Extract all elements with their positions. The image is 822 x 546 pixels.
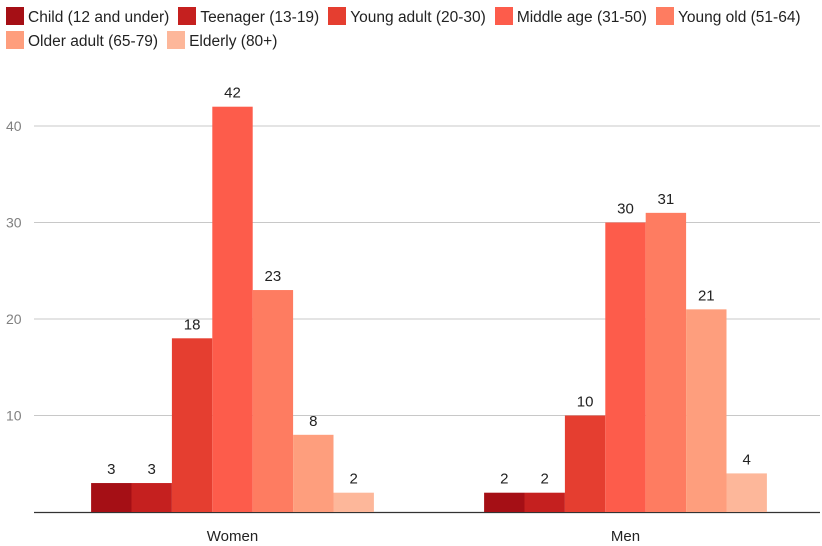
legend-item: Young adult (20-30): [328, 6, 486, 30]
legend-label: Middle age (31-50): [516, 9, 647, 26]
bar-value-label: 21: [698, 287, 715, 304]
bar-value-label: 42: [224, 85, 241, 102]
bar: [686, 309, 727, 512]
x-category-label: Men: [611, 528, 640, 545]
legend-swatch: [494, 7, 513, 25]
legend-label: Young old (51-64): [677, 9, 801, 26]
bar-value-label: 10: [577, 394, 594, 411]
legend-label: Older adult (65-79): [28, 33, 159, 50]
legend-swatch: [6, 31, 24, 49]
legend-swatch: [6, 7, 24, 25]
y-tick-label: 30: [6, 215, 22, 231]
x-category-label: Women: [207, 528, 258, 545]
y-tick-label: 10: [6, 408, 22, 424]
legend-label: Elderly (80+): [189, 33, 278, 50]
bar: [605, 222, 646, 512]
bar-value-label: 31: [658, 191, 675, 208]
bar-value-label: 8: [309, 413, 317, 430]
bar-value-label: 30: [617, 201, 634, 218]
bar: [645, 212, 687, 512]
bar-value-label: 4: [743, 451, 751, 468]
bar-value-label: 18: [184, 316, 201, 333]
legend-label: Child (12 and under): [28, 9, 170, 26]
bar-value-label: 2: [500, 471, 508, 488]
bar: [252, 290, 294, 512]
bar-value-label: 2: [350, 471, 358, 488]
bar-value-label: 3: [148, 461, 156, 478]
legend-item: Elderly (80+): [167, 30, 277, 54]
legend-swatch: [655, 7, 674, 25]
y-tick-label: 20: [6, 311, 22, 327]
legend-label: Teenager (13-19): [200, 9, 320, 26]
bar: [293, 434, 334, 512]
legend-item: Middle age (31-50): [494, 6, 647, 30]
bar: [212, 106, 253, 512]
bar: [524, 492, 565, 512]
legend-item: Teenager (13-19): [178, 6, 319, 30]
y-tick-label: 40: [6, 118, 22, 134]
legend-item: Child (12 and under): [6, 6, 169, 30]
bar: [171, 338, 213, 512]
bar: [564, 415, 606, 512]
bar: [91, 483, 132, 512]
legend-label: Young adult (20-30): [350, 9, 486, 26]
legend-swatch: [178, 7, 197, 25]
legend-item: Young old (51-64): [655, 6, 801, 30]
bar: [333, 492, 374, 512]
bar: [484, 492, 525, 512]
legend-item: Older adult (65-79): [6, 30, 158, 54]
bar-value-label: 3: [107, 461, 115, 478]
legend-swatch: [167, 31, 186, 49]
legend-swatch: [328, 7, 347, 25]
legend: Child (12 and under) Teenager (13-19) Youn…: [6, 6, 818, 54]
bar-value-label: 23: [265, 268, 282, 285]
bar: [131, 483, 172, 512]
bar-value-label: 2: [541, 471, 549, 488]
bar: [726, 473, 767, 512]
